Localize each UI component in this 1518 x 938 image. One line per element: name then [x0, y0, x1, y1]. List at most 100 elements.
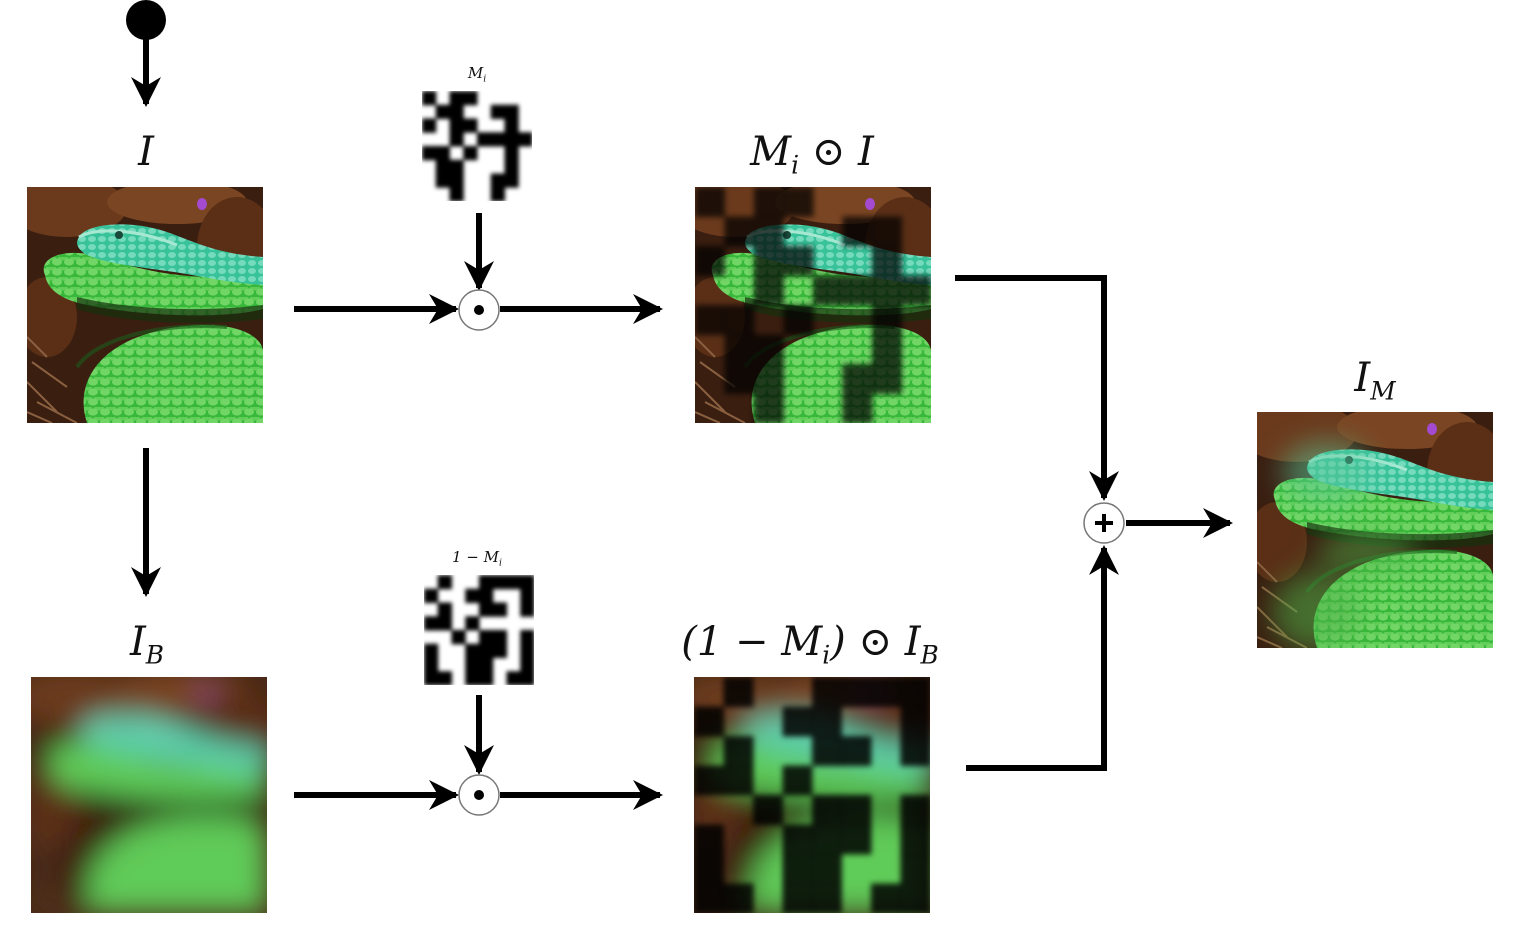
mask-cell: [694, 824, 724, 855]
mask-cell: [451, 630, 466, 645]
output-label: IM: [1354, 358, 1395, 404]
mask-cell: [724, 305, 755, 335]
mask-cell: [424, 657, 439, 672]
mask-cell: [694, 765, 724, 796]
mask-cell: [694, 854, 724, 884]
mask-cell: [842, 393, 873, 423]
mask-cell: [841, 677, 872, 707]
mask-cell: [724, 364, 755, 394]
masked-blurred-label-mid: ) ⊙ I: [830, 619, 921, 665]
masked-input-label-sub: i: [791, 150, 800, 180]
masked-input-image: [695, 187, 931, 423]
masked-blurred-image: [694, 677, 930, 913]
masked-input-label: Mi ⊙ I: [750, 132, 874, 178]
mask-cell: [463, 118, 478, 133]
mask-cell: [492, 630, 507, 645]
blurred-label-sub: B: [145, 640, 165, 670]
sum-operator: [1083, 502, 1125, 544]
mask-cell: [435, 146, 450, 161]
mask-cell: [872, 216, 902, 247]
mask-cell: [490, 104, 505, 119]
hadamard-operator-bottom: [458, 774, 500, 816]
mask-cell: [754, 216, 784, 247]
mask-cell: [783, 187, 814, 217]
mask-cell: [812, 854, 842, 884]
mask-cell: [901, 275, 931, 306]
mask-cell: [900, 854, 930, 884]
mask-cell: [695, 305, 725, 335]
mask-cell: [437, 671, 452, 685]
mask-cell: [479, 588, 494, 603]
mask-cell: [520, 575, 534, 590]
mask-cell: [424, 643, 439, 658]
mask-cell: [449, 91, 464, 106]
inverse-mask-image: [424, 575, 534, 685]
mask-cell: [520, 588, 534, 603]
input-label: I: [138, 132, 154, 172]
mask-cell: [479, 671, 494, 685]
mask-cell: [490, 132, 505, 147]
mask-cell: [872, 334, 902, 365]
mask-cell: [504, 118, 519, 133]
mask-cell: [504, 104, 519, 119]
mask-cell: [492, 575, 507, 590]
mask-cell: [504, 173, 519, 188]
mask-cell: [504, 132, 519, 147]
mask-cell: [506, 575, 521, 590]
mask-cell: [754, 187, 784, 217]
masked-input-label-rest: ⊙ I: [799, 129, 874, 175]
mask-cell: [723, 736, 754, 766]
mask-cell: [900, 824, 930, 855]
mask-cell: [724, 334, 755, 365]
mask-cell: [783, 305, 814, 335]
mask-cell: [463, 91, 478, 106]
blurred-label: IB: [130, 622, 164, 668]
mask-cell: [465, 643, 480, 658]
mask-cell: [695, 246, 725, 276]
mask-image: [422, 91, 532, 201]
masked-blurred-label-sub: i: [822, 640, 831, 670]
mask-cell: [812, 824, 842, 855]
mask-cell: [723, 883, 754, 913]
mask-cell: [422, 91, 437, 106]
mask-cell: [841, 736, 872, 766]
mask-cell: [723, 765, 754, 796]
mask-cell: [872, 305, 902, 335]
mask-cell: [782, 854, 813, 884]
mask-cell: [479, 602, 494, 617]
mask-cell: [520, 602, 534, 617]
mask-cell: [812, 795, 842, 825]
mask-cell: [449, 118, 464, 133]
mask-cell: [520, 657, 534, 672]
mask-cell: [437, 616, 452, 631]
mask-cell: [449, 173, 464, 188]
mask-cell: [782, 706, 813, 737]
mask-cell: [754, 364, 784, 394]
masked-blurred-label: (1 − Mi) ⊙ IB: [681, 622, 939, 668]
mask-cell: [812, 677, 842, 707]
mask-cell: [479, 630, 494, 645]
output-image: [1257, 412, 1493, 648]
mask-cell: [506, 671, 521, 685]
mask-cell: [449, 104, 464, 119]
mask-label: Mi: [468, 66, 486, 84]
mask-cell: [723, 677, 754, 707]
blurred-label-main: I: [129, 619, 146, 665]
output-label-sub: M: [1370, 376, 1396, 406]
mask-cell: [435, 104, 450, 119]
mask-cell: [449, 132, 464, 147]
mask-cell: [842, 275, 873, 306]
masked-blurred-label-sub2: B: [920, 640, 939, 670]
mask-cell: [479, 657, 494, 672]
mask-cell: [520, 671, 534, 685]
mask-cell: [695, 187, 725, 217]
mask-cell: [449, 187, 464, 201]
mask-cell: [842, 364, 873, 394]
mask-cell: [694, 883, 724, 913]
mask-cell: [754, 393, 784, 423]
mask-cell: [520, 630, 534, 645]
mask-cell: [435, 159, 450, 174]
mask-cell: [813, 275, 843, 306]
mask-cell: [463, 146, 478, 161]
mask-cell: [841, 795, 872, 825]
